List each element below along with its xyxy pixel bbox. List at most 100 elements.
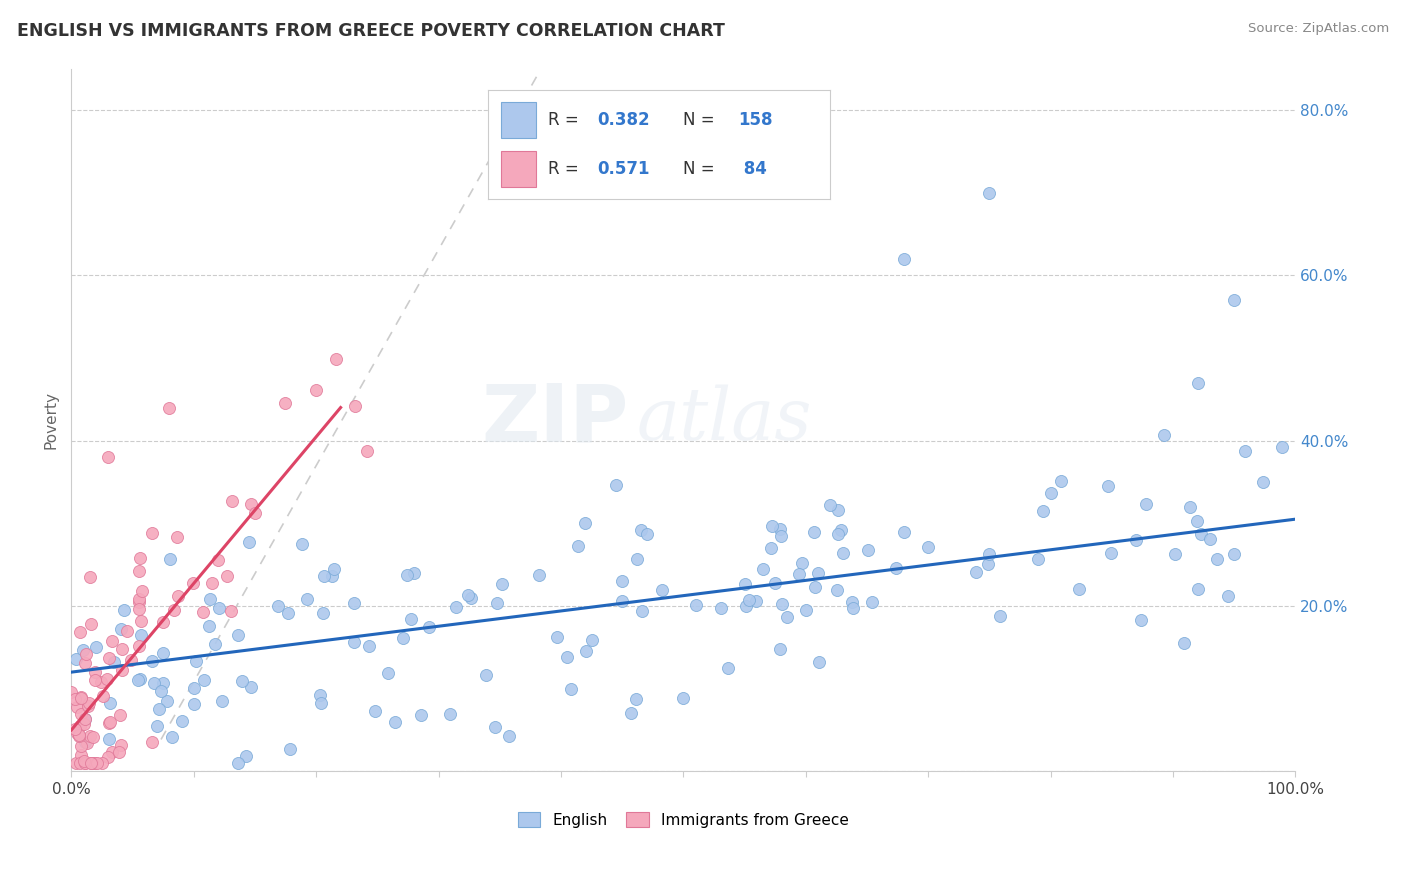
- Point: [75, 712, 97, 726]
- Point: [734, 577, 756, 591]
- Point: [110, 622, 132, 636]
- Text: ENGLISH VS IMMIGRANTS FROM GREECE POVERTY CORRELATION CHART: ENGLISH VS IMMIGRANTS FROM GREECE POVERT…: [17, 22, 724, 40]
- Point: [97, 749, 120, 764]
- Point: [1097, 479, 1119, 493]
- Point: [184, 654, 207, 668]
- Point: [827, 582, 849, 597]
- Point: [1125, 533, 1147, 548]
- Point: [183, 697, 205, 711]
- Point: [314, 569, 336, 583]
- Point: [207, 553, 229, 567]
- Point: [112, 603, 135, 617]
- Point: [418, 619, 440, 633]
- Point: [619, 706, 641, 720]
- Point: [150, 683, 173, 698]
- Point: [129, 550, 152, 565]
- Point: [457, 588, 479, 602]
- Point: [770, 529, 793, 543]
- Point: [86, 756, 108, 770]
- Point: [1129, 613, 1152, 627]
- Point: [745, 594, 768, 608]
- Point: [395, 568, 418, 582]
- Point: [605, 477, 627, 491]
- Point: [856, 542, 879, 557]
- Point: [73, 713, 96, 727]
- Point: [219, 604, 242, 618]
- Point: [776, 610, 799, 624]
- Point: [979, 186, 1001, 200]
- Point: [672, 690, 695, 705]
- Point: [344, 399, 367, 413]
- Point: [790, 557, 813, 571]
- Legend: English, Immigrants from Greece: English, Immigrants from Greece: [512, 806, 855, 834]
- Point: [737, 593, 759, 607]
- Point: [1026, 552, 1049, 566]
- Point: [323, 562, 346, 576]
- Point: [752, 562, 775, 576]
- Point: [343, 635, 366, 649]
- Point: [97, 450, 120, 464]
- Point: [198, 592, 221, 607]
- Point: [63, 691, 86, 706]
- Point: [364, 704, 387, 718]
- Point: [79, 570, 101, 584]
- Point: [75, 735, 97, 749]
- Point: [630, 524, 652, 538]
- Point: [1173, 636, 1195, 650]
- Point: [84, 756, 107, 770]
- Point: [80, 756, 103, 770]
- Point: [159, 551, 181, 566]
- Point: [444, 599, 467, 614]
- Point: [827, 503, 849, 517]
- Point: [612, 574, 634, 589]
- Point: [157, 401, 180, 415]
- Point: [860, 595, 883, 609]
- Point: [807, 655, 830, 669]
- Point: [152, 646, 174, 660]
- Point: [1185, 514, 1208, 528]
- Point: [685, 599, 707, 613]
- Point: [267, 599, 290, 613]
- Point: [80, 616, 103, 631]
- Point: [820, 498, 842, 512]
- Point: [141, 654, 163, 668]
- Point: [193, 673, 215, 688]
- Point: [491, 577, 513, 591]
- Point: [243, 506, 266, 520]
- Point: [636, 527, 658, 541]
- Point: [486, 596, 509, 610]
- Point: [1216, 589, 1239, 603]
- Point: [377, 665, 399, 680]
- Point: [98, 715, 121, 730]
- Point: [90, 675, 112, 690]
- Point: [201, 576, 224, 591]
- Point: [98, 715, 121, 730]
- Point: [567, 539, 589, 553]
- Point: [79, 729, 101, 743]
- Point: [560, 681, 582, 696]
- Point: [66, 725, 89, 739]
- Point: [77, 698, 100, 713]
- Point: [166, 530, 188, 544]
- Point: [80, 756, 103, 770]
- Point: [148, 702, 170, 716]
- Point: [111, 663, 134, 677]
- Point: [84, 640, 107, 655]
- Point: [73, 756, 96, 770]
- Point: [70, 739, 93, 753]
- Point: [235, 749, 257, 764]
- Point: [484, 719, 506, 733]
- Point: [274, 396, 297, 410]
- Point: [1153, 428, 1175, 442]
- Point: [357, 639, 380, 653]
- Point: [1032, 504, 1054, 518]
- Point: [108, 708, 131, 723]
- Point: [80, 756, 103, 770]
- Point: [238, 535, 260, 549]
- Point: [804, 580, 827, 594]
- Point: [884, 561, 907, 575]
- Point: [1189, 526, 1212, 541]
- Point: [152, 615, 174, 629]
- Point: [152, 676, 174, 690]
- Point: [72, 642, 94, 657]
